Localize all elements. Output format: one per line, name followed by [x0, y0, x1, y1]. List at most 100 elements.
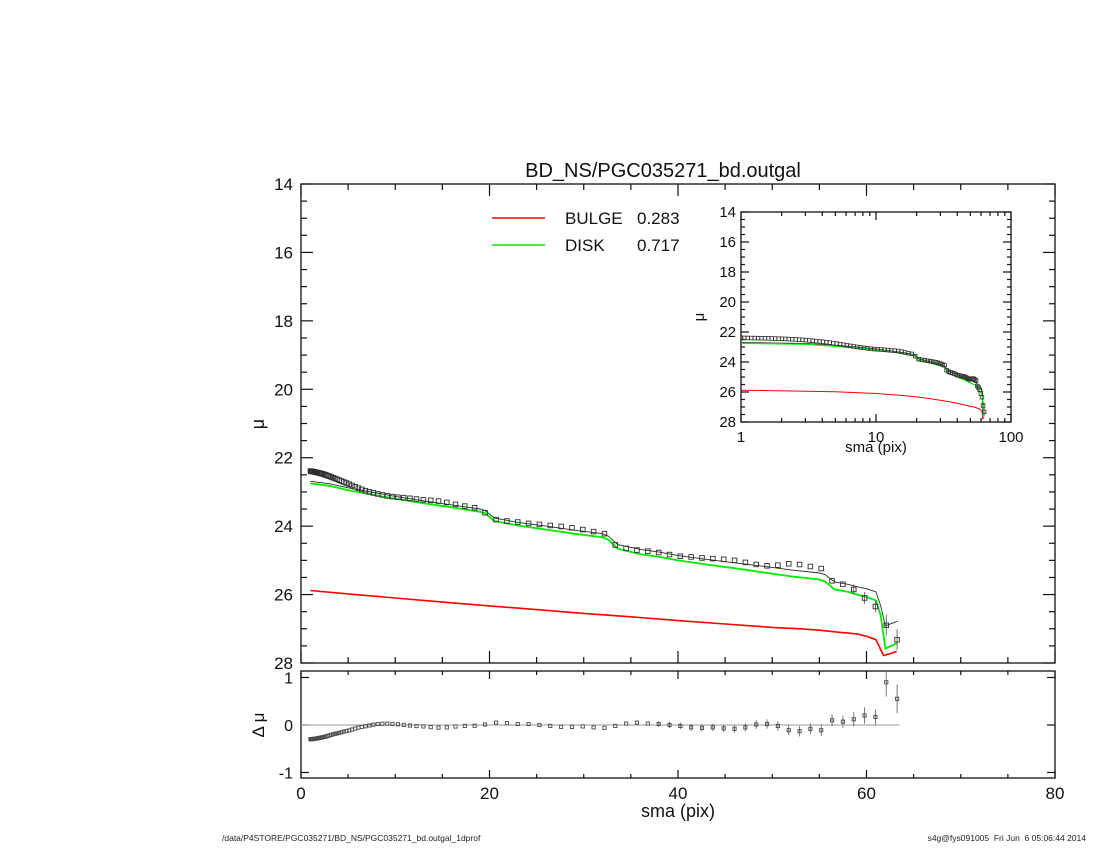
residual-data-point [414, 724, 419, 729]
galaxy-data-point [764, 563, 770, 569]
main-y-tick-label: 24 [274, 517, 293, 536]
residual-data-point [775, 723, 780, 728]
residual-y-tick-label: 1 [284, 671, 293, 688]
inset-y-tick-label: 24 [719, 354, 736, 371]
inset-galaxy-data-point [922, 357, 928, 363]
main-y-tick-label: 20 [274, 380, 293, 399]
galaxy-data-point [699, 555, 705, 561]
residual-y-axis-title: Δ μ [249, 713, 268, 738]
galaxy-data-point [452, 501, 459, 508]
inset-total-model-curve [741, 342, 985, 408]
residual-x-tick-label: 40 [669, 784, 688, 803]
residual-data-point [334, 731, 340, 736]
residual-data-point [482, 722, 488, 727]
residual-data-point [591, 725, 596, 730]
galaxy-data-point [420, 497, 427, 503]
residual-data-point [375, 721, 380, 727]
inset-x-axis-title: sma (pix) [845, 439, 907, 456]
residual-data-point [786, 728, 791, 733]
inset-galaxy-data-point [935, 360, 941, 365]
galaxy-data-point [655, 549, 662, 556]
galaxy-data-point [514, 519, 521, 525]
legend-disk-label: DISK [565, 236, 605, 255]
residual-data-point [444, 725, 449, 730]
galaxy-data-point [482, 509, 488, 516]
galaxy-data-point [872, 603, 879, 610]
galaxy-data-point [325, 472, 331, 479]
inset-disk-curve [741, 342, 985, 416]
inset-panel-series-group [741, 335, 987, 420]
inset-y-tick-label: 18 [719, 264, 736, 281]
galaxy-data-point [462, 503, 468, 509]
residual-data-point [472, 723, 477, 728]
galaxy-data-point [796, 561, 803, 568]
residual-data-point [504, 721, 509, 726]
residual-data-point [797, 729, 802, 734]
footer-user-timestamp: s4g@fys091005 Fri Jun 6 05:06:44 2014 [928, 833, 1087, 843]
galaxy-data-point [753, 561, 759, 568]
galaxy-data-point [829, 578, 835, 584]
residual-data-point [873, 714, 878, 719]
galaxy-data-point [427, 497, 434, 504]
main-y-axis-title: μ [248, 419, 268, 429]
inset-galaxy-data-point [980, 403, 986, 408]
residual-x-tick-label: 20 [480, 784, 499, 803]
inset-galaxy-data-point [913, 353, 918, 359]
residual-data-point [356, 725, 361, 730]
galaxy-data-point [355, 485, 362, 491]
inset-galaxy-data-point [909, 351, 915, 357]
galaxy-data-point [840, 581, 846, 588]
residual-data-point [699, 725, 705, 730]
galaxy-data-point [504, 518, 510, 524]
legend-disk-value: 0.717 [637, 236, 680, 255]
residual-data-point [515, 721, 520, 727]
residual-data-point [721, 726, 726, 731]
galaxy-data-point [349, 482, 355, 489]
galaxy-data-point [807, 563, 814, 570]
inset-y-tick-label: 16 [719, 234, 736, 251]
inset-y-axis-title: μ [691, 313, 708, 322]
residual-data-point [344, 728, 349, 734]
galaxy-data-point [558, 523, 564, 530]
galaxy-data-point [389, 493, 396, 500]
galaxy-data-point [525, 520, 532, 527]
galaxy-data-point [894, 636, 900, 643]
residual-data-point [367, 723, 372, 728]
residual-data-point [710, 725, 715, 730]
galaxy-data-point [359, 486, 365, 493]
main-panel-series-group [307, 468, 900, 657]
galaxy-data-point [818, 565, 824, 572]
residual-data-point [559, 724, 564, 729]
residual-data-point [743, 725, 748, 730]
residual-data-point [385, 721, 390, 726]
residual-data-point [380, 721, 385, 726]
residual-data-point [819, 728, 824, 733]
residual-x-tick-label: 60 [857, 784, 876, 803]
residual-data-point [613, 723, 618, 729]
residual-data-point [407, 723, 412, 728]
galaxy-data-point [413, 496, 420, 502]
inset-galaxy-data-point [972, 377, 978, 382]
galaxy-data-point [720, 556, 727, 563]
galaxy-data-point [785, 561, 792, 567]
galaxy-data-point [547, 522, 554, 529]
galaxy-data-point [612, 542, 619, 548]
residual-data-point [732, 726, 737, 731]
galaxy-data-point [677, 553, 684, 559]
galaxy-data-point [710, 555, 716, 562]
galaxy-data-point [346, 481, 352, 487]
legend-bulge-value: 0.283 [637, 209, 680, 228]
total-model-curve [310, 480, 898, 627]
galaxy-data-point [395, 494, 401, 501]
residual-panel-series-group [301, 671, 900, 742]
main-y-tick-label: 16 [274, 243, 293, 262]
galaxy-data-point [580, 526, 586, 533]
residual-data-point [862, 713, 867, 718]
residual-data-point [537, 722, 542, 728]
galaxy-data-point [444, 499, 450, 506]
galaxy-data-point [352, 484, 358, 490]
galaxy-data-point [742, 559, 749, 566]
inset-galaxy-data-point [966, 376, 971, 381]
inset-galaxy-data-point [979, 395, 985, 400]
residual-y-tick-label: -1 [279, 766, 293, 783]
